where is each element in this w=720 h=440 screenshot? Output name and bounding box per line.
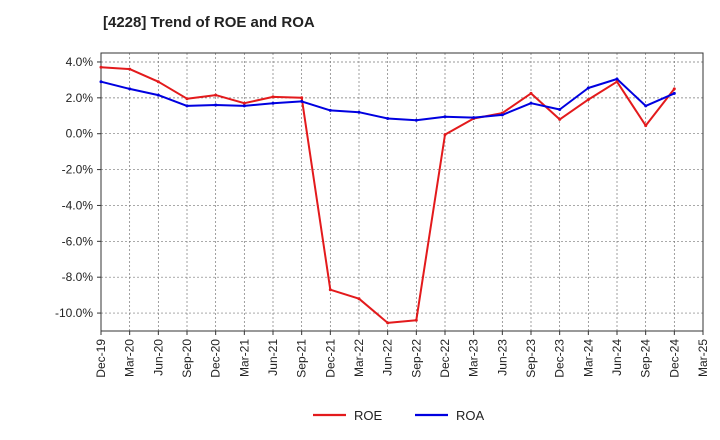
x-tick-label: Mar-20 <box>123 339 137 377</box>
y-tick-label: 4.0% <box>66 55 94 69</box>
data-point-roa <box>156 93 160 97</box>
x-tick-label: Sep-20 <box>180 339 194 378</box>
data-point-roe <box>672 87 676 91</box>
x-tick-label: Mar-24 <box>581 339 595 377</box>
data-point-roa <box>529 101 533 105</box>
y-tick-label: -2.0% <box>62 163 94 177</box>
data-point-roa <box>99 80 103 84</box>
data-point-roe <box>644 124 648 128</box>
data-point-roa <box>644 104 648 108</box>
data-point-roa <box>128 87 132 91</box>
y-tick-label: 2.0% <box>66 91 94 105</box>
x-tick-label: Jun-24 <box>610 339 624 376</box>
data-point-roe <box>214 93 218 97</box>
data-point-roa <box>357 110 361 114</box>
data-point-roe <box>328 288 332 292</box>
data-point-roe <box>586 98 590 102</box>
legend-label-roa: ROA <box>456 408 485 423</box>
plot-area-frame <box>100 52 704 332</box>
x-tick-label: Sep-23 <box>524 339 538 378</box>
data-point-roe <box>386 321 390 325</box>
data-point-roa <box>242 104 246 108</box>
data-point-roa <box>615 77 619 81</box>
legend: ROE ROA <box>313 408 485 423</box>
data-point-roe <box>414 318 418 322</box>
data-point-roe <box>300 96 304 100</box>
x-tick-label: Mar-21 <box>237 339 251 377</box>
y-tick-label: 0.0% <box>66 127 94 141</box>
points-layer <box>99 65 676 325</box>
data-point-roa <box>586 86 590 90</box>
y-tick-label: -8.0% <box>62 270 94 284</box>
data-point-roa <box>328 108 332 112</box>
x-tick-label: Dec-21 <box>323 339 337 378</box>
x-tick-label: Mar-25 <box>696 339 710 377</box>
data-point-roe <box>271 95 275 99</box>
x-tick-label: Jun-23 <box>495 339 509 376</box>
x-tick-label: Sep-21 <box>295 339 309 378</box>
data-point-roa <box>558 108 562 111</box>
data-point-roe <box>185 97 189 101</box>
x-tick-label: Dec-24 <box>667 339 681 378</box>
data-point-roa <box>214 103 218 107</box>
grid-layer <box>100 53 704 331</box>
data-point-roe <box>615 80 619 84</box>
chart-title: [4228] Trend of ROE and ROA <box>103 14 315 31</box>
data-point-roa <box>414 118 418 122</box>
data-point-roa <box>472 116 476 120</box>
data-point-roe <box>558 117 562 121</box>
data-point-roe <box>357 297 361 301</box>
x-tick-label: Mar-23 <box>467 339 481 377</box>
data-point-roe <box>99 65 103 69</box>
x-tick-label: Dec-22 <box>438 339 452 378</box>
y-tick-label: -6.0% <box>62 234 94 248</box>
x-tick-label: Dec-23 <box>553 339 567 378</box>
y-tick-label: -10.0% <box>55 306 93 320</box>
x-tick-label: Jun-20 <box>151 339 165 376</box>
data-point-roa <box>185 104 189 108</box>
x-tick-label: Dec-19 <box>94 339 108 378</box>
data-point-roe <box>529 91 533 95</box>
x-tick-label: Jun-22 <box>381 339 395 376</box>
legend-label-roe: ROE <box>354 408 383 423</box>
data-point-roa <box>271 101 275 105</box>
data-point-roe <box>443 133 447 137</box>
y-tick-label: -4.0% <box>62 198 94 212</box>
x-tick-label: Jun-21 <box>266 339 280 376</box>
data-point-roa <box>500 113 504 117</box>
data-point-roa <box>443 115 447 119</box>
data-point-roa <box>672 91 676 95</box>
data-point-roe <box>156 80 160 84</box>
x-tick-label: Mar-22 <box>352 339 366 377</box>
data-point-roa <box>386 117 390 120</box>
axes-layer: 4.0% 2.0% 0.0% -2.0% -4.0% -6.0% -8.0% -10.0% De… <box>55 52 710 378</box>
data-point-roe <box>242 101 246 105</box>
x-tick-label: Sep-24 <box>639 339 653 378</box>
data-point-roa <box>300 99 304 103</box>
x-tick-label: Sep-22 <box>409 339 423 378</box>
data-point-roe <box>128 67 132 71</box>
x-tick-label: Dec-20 <box>209 339 223 378</box>
